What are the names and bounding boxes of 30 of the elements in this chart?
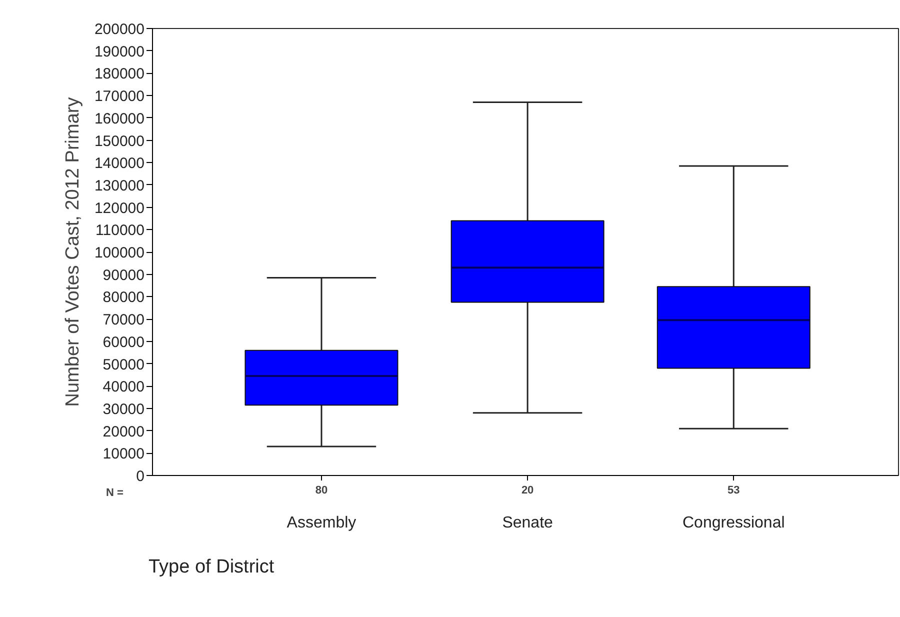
text: 20 [521, 484, 534, 496]
y-axis-title: Number of Votes Cast, 2012 Primary [62, 96, 84, 407]
x-tick-label: Senate [502, 514, 554, 532]
x-axis-title: Type of District [148, 556, 275, 578]
y-tick-label: 120000 [94, 200, 145, 217]
y-tick-label: 30000 [102, 400, 145, 418]
y-tick-label: 100000 [94, 244, 145, 262]
text: N = [106, 486, 124, 501]
y-tick-label: 170000 [94, 88, 145, 106]
y-tick-label: 50000 [102, 356, 145, 374]
y-tick-label: 10000 [102, 446, 145, 463]
y-tick-label: 70000 [102, 312, 145, 329]
text: 53 [728, 484, 740, 496]
y-tick-label: 200000 [94, 21, 145, 38]
y-tick-label: 20000 [102, 423, 145, 440]
y-tick-label: 180000 [94, 66, 145, 83]
y-tick-label: 0 [136, 468, 144, 485]
y-tick-label: 130000 [94, 177, 145, 194]
x-tick-label: Congressional [682, 514, 785, 532]
x-tick-label: Assembly [286, 514, 356, 532]
y-tick-label: 150000 [94, 132, 145, 150]
y-tick-label: 160000 [94, 110, 145, 128]
y-tick-label: 140000 [94, 155, 145, 172]
text: 80 [315, 484, 328, 496]
y-tick-label: 40000 [102, 378, 145, 396]
y-tick-label: 110000 [96, 222, 145, 240]
y-tick-label: 90000 [102, 266, 145, 284]
y-tick-label: 60000 [102, 334, 145, 351]
y-tick-label: 190000 [94, 43, 145, 60]
y-tick-label: 80000 [102, 289, 145, 306]
